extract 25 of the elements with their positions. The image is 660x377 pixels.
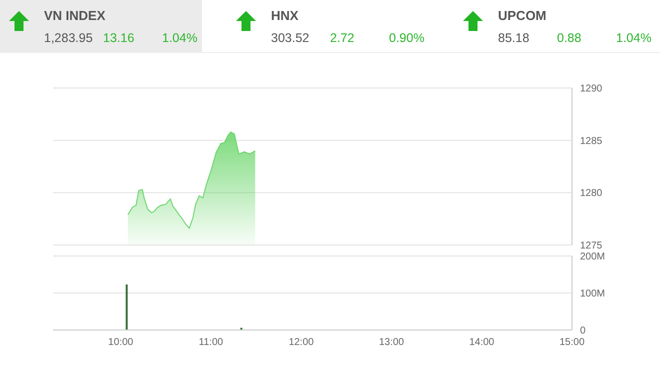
text: 13.16	[103, 31, 134, 45]
x-tick-label: 11:00	[198, 337, 224, 348]
y-tick-label: 1285	[580, 136, 603, 147]
text: 85.18	[498, 31, 530, 45]
x-tick-label: 15:00	[559, 337, 585, 348]
x-tick-label: 12:00	[288, 337, 314, 348]
text: 1.04%	[162, 31, 198, 45]
y-tick-label: 1290	[580, 84, 603, 95]
x-tick-label: 13:00	[378, 337, 404, 348]
text: 303.52	[271, 31, 310, 45]
text: HNX	[271, 8, 298, 23]
y-tick-label: 200M	[580, 252, 606, 263]
text: VN INDEX	[44, 8, 106, 23]
y-tick-label: 100M	[580, 288, 606, 300]
x-tick-label: 10:00	[108, 337, 134, 348]
y-tick-label: 0	[580, 326, 586, 337]
y-tick-label: 1275	[580, 240, 603, 252]
y-tick-label: 1280	[580, 188, 603, 200]
x-tick-label: 14:00	[469, 337, 495, 348]
text: 1.04%	[616, 31, 652, 45]
text: 1,283.95	[44, 31, 93, 45]
text: UPCOM	[498, 8, 546, 23]
text: 0.88	[557, 31, 582, 45]
text: 0.90%	[389, 31, 424, 45]
text: 2.72	[330, 31, 354, 45]
